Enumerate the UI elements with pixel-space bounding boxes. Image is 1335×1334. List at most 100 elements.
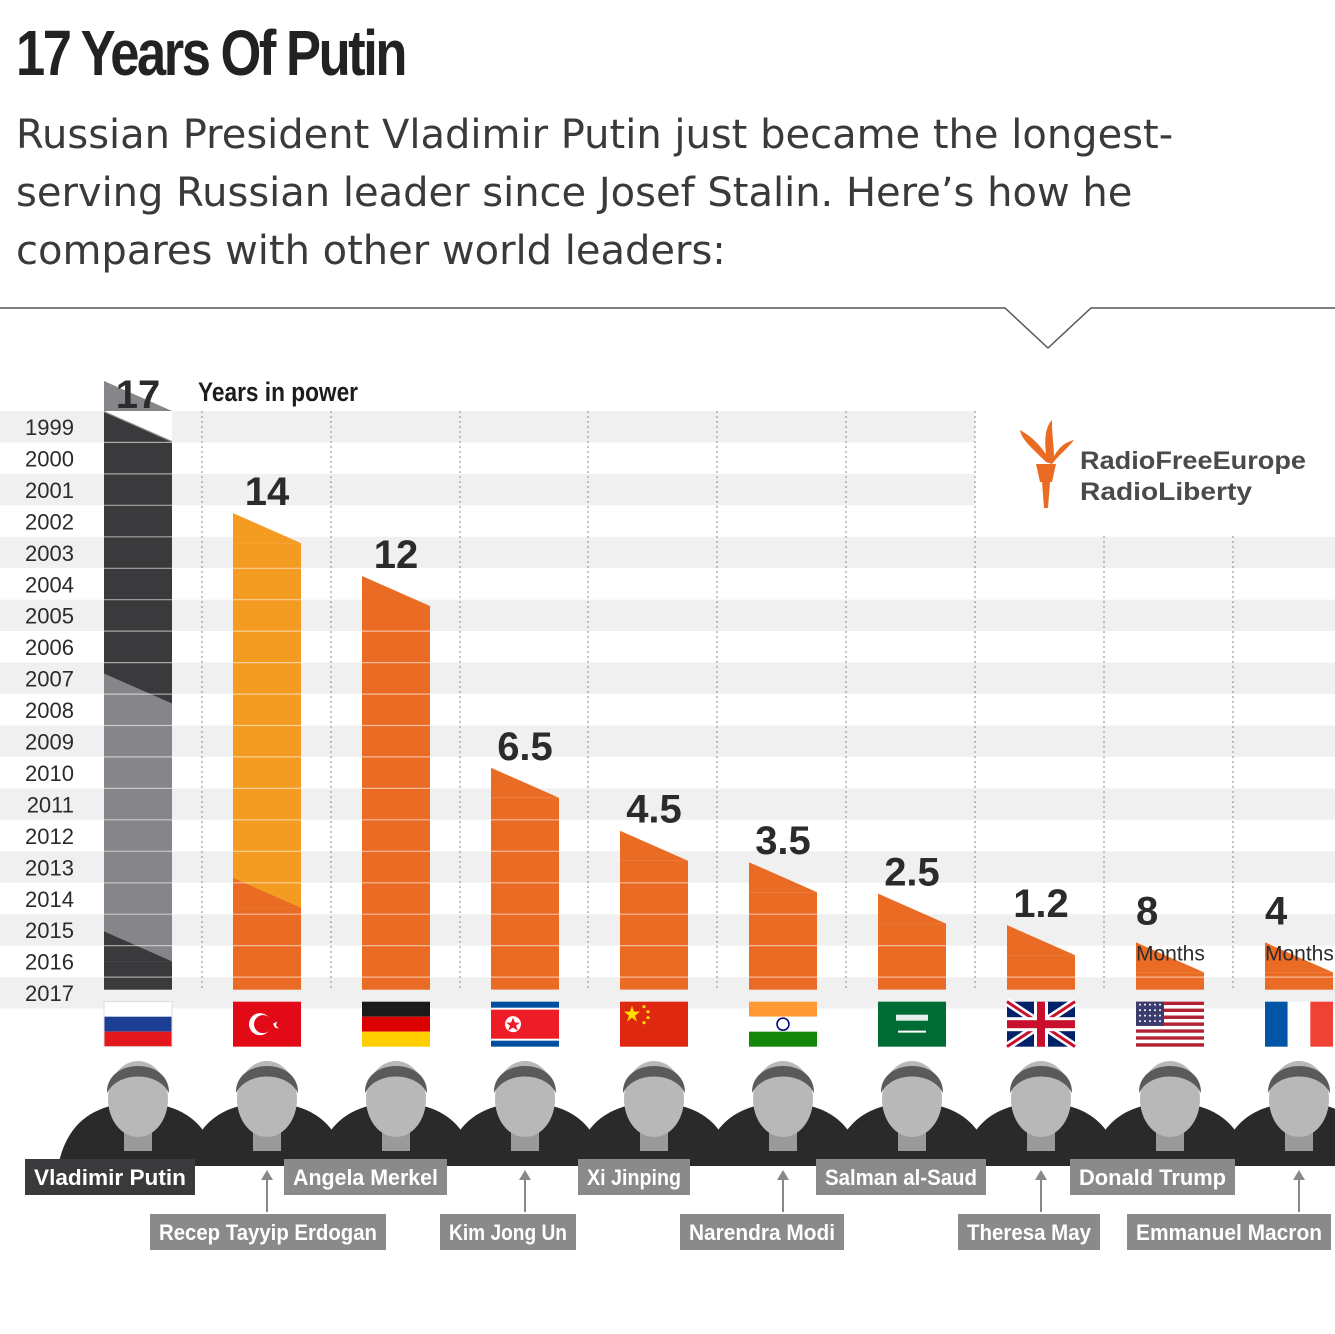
portrait-xi-jinping xyxy=(574,1061,734,1166)
year-label: 2004 xyxy=(25,572,74,597)
portrait-emmanuel-macron xyxy=(1219,1061,1335,1166)
value-label: 1.2 xyxy=(1013,882,1069,926)
year-stripe xyxy=(0,662,1335,694)
leader-label-donald-trump: Donald Trump xyxy=(1070,1159,1235,1195)
logo-text-line1: RadioFreeEurope xyxy=(1080,447,1306,475)
bar-emmanuel-macron: 4 Months xyxy=(1265,889,1334,990)
leader-label-recep-tayyip-erdogan: Recep Tayyip Erdogan xyxy=(150,1170,386,1250)
portrait-theresa-may xyxy=(961,1061,1121,1166)
year-label: 2012 xyxy=(25,824,74,849)
year-label: 2014 xyxy=(25,887,74,912)
bars: 17 14 12 6.5 4.5 3.5 2.5 1.2 8 Months 4 Months xyxy=(104,373,1334,990)
value-label: 6.5 xyxy=(497,725,553,769)
bar-salman-al-saud: 2.5 xyxy=(878,851,946,990)
leader-label-salman-al-saud: Salman al-Saud xyxy=(816,1159,986,1195)
bar-top-wedge xyxy=(878,893,946,924)
bar-transition xyxy=(104,931,172,962)
year-label: 2016 xyxy=(25,950,74,975)
year-label: 2013 xyxy=(25,855,74,880)
bar-top-wedge xyxy=(620,830,688,861)
year-label: 2003 xyxy=(25,541,74,566)
bar-segment xyxy=(620,860,688,990)
bar-segment xyxy=(749,892,817,990)
bar-recep-tayyip-erdogan: 14 xyxy=(233,470,301,990)
bar-segment xyxy=(1265,972,1333,990)
bar-top-wedge xyxy=(1265,942,1333,973)
bar-segment xyxy=(491,797,559,990)
saudi-arabia-flag-icon xyxy=(878,1001,946,1047)
bar-top-wedge xyxy=(362,576,430,606)
bar-theresa-may: 1.2 xyxy=(1007,882,1075,990)
value-label: 4.5 xyxy=(626,788,682,832)
leader-label-kim-jong-un: Kim Jong Un xyxy=(440,1170,576,1250)
year-label: 2017 xyxy=(25,981,74,1006)
value-label: 12 xyxy=(374,533,419,577)
bar-segment xyxy=(878,923,946,990)
portrait-kim-jong-un xyxy=(445,1061,605,1166)
years-in-power-chart: Years in power RadioFreeEurope RadioLibe… xyxy=(0,307,1335,1250)
leader-name: Theresa May xyxy=(967,1220,1092,1245)
leader-name: Xi Jinping xyxy=(587,1165,681,1190)
label-box xyxy=(284,1159,447,1195)
bar-kim-jong-un: 6.5 xyxy=(491,725,559,990)
pointer-arrow-icon xyxy=(1293,1170,1305,1180)
bar-donald-trump: 8 Months xyxy=(1136,889,1205,990)
unit-label: Months xyxy=(1136,942,1205,965)
germany-flag-icon xyxy=(362,1001,430,1047)
label-box xyxy=(1127,1214,1331,1250)
year-axis: 1999 2000 2001 2002 2003 2004 2005 2006 2007 2008… xyxy=(25,415,74,1006)
leader-label-theresa-may: Theresa May xyxy=(958,1170,1100,1250)
bar-segment xyxy=(1136,972,1204,990)
bar-top-wedge xyxy=(1136,942,1204,973)
bar-transition xyxy=(233,877,301,908)
label-box xyxy=(578,1159,690,1195)
leader-name: Recep Tayyip Erdogan xyxy=(159,1220,377,1245)
leader-name: Donald Trump xyxy=(1079,1165,1226,1190)
bar-segment xyxy=(104,703,172,962)
year-stripe xyxy=(0,725,1335,757)
leader-label-angela-merkel: Angela Merkel xyxy=(284,1159,447,1195)
bar-top-wedge xyxy=(491,767,559,798)
pointer-arrow-icon xyxy=(777,1170,789,1180)
year-label: 2010 xyxy=(25,761,74,786)
year-stripe xyxy=(0,536,1335,569)
year-label: 2007 xyxy=(25,667,74,692)
leader-label-xi-jinping: Xi Jinping xyxy=(578,1159,690,1195)
bar-segment xyxy=(233,907,301,990)
portraits xyxy=(58,1061,1335,1166)
logo-text-line2: RadioLiberty xyxy=(1080,478,1252,506)
leader-name: Emmanuel Macron xyxy=(1136,1220,1322,1245)
label-box xyxy=(1070,1159,1235,1195)
year-stripe xyxy=(0,599,1335,632)
year-label: 2001 xyxy=(25,478,74,503)
chart-title: 17 Years Of Putin xyxy=(16,17,407,89)
portrait-donald-trump xyxy=(1090,1061,1250,1166)
value-label: 8 xyxy=(1136,889,1158,933)
axis-label: Years in power xyxy=(198,377,358,407)
portrait-salman-al-saud xyxy=(832,1061,992,1166)
bar-top-wedge xyxy=(104,381,172,411)
pointer-arrow-icon xyxy=(1035,1170,1047,1180)
leader-name: Kim Jong Un xyxy=(449,1220,567,1245)
unit-label: Months xyxy=(1265,942,1334,965)
label-box xyxy=(816,1159,986,1195)
leader-label-emmanuel-macron: Emmanuel Macron xyxy=(1127,1170,1331,1250)
portrait-narendra-modi xyxy=(703,1061,863,1166)
leader-name: Angela Merkel xyxy=(293,1165,438,1190)
label-box xyxy=(440,1214,576,1250)
bar-top-wedge xyxy=(233,513,301,544)
france-flag-icon xyxy=(1265,1001,1333,1047)
bar-narendra-modi: 3.5 xyxy=(749,819,817,990)
year-label: 2011 xyxy=(27,792,74,817)
year-stripe xyxy=(0,788,1335,820)
russia-flag-icon xyxy=(103,1001,173,1048)
bar-segment xyxy=(1007,955,1075,990)
year-label: 2015 xyxy=(25,918,74,943)
leader-label-narendra-modi: Narendra Modi xyxy=(680,1170,844,1250)
usa-flag-icon xyxy=(1136,1001,1204,1047)
leader-labels: Vladimir Putin Recep Tayyip Erdogan Angela… xyxy=(25,1159,1331,1250)
portrait-vladimir-putin xyxy=(58,1061,218,1166)
bar-xi-jinping: 4.5 xyxy=(620,788,688,990)
bar-transition xyxy=(104,673,172,704)
label-box xyxy=(25,1159,195,1195)
